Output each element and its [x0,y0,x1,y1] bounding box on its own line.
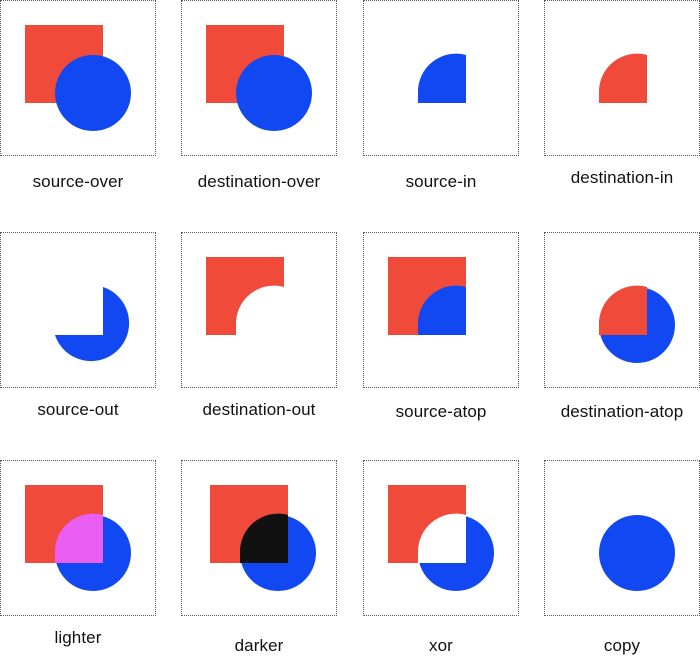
mode-label-source-over: source-over [32,172,124,191]
intersection-shape [598,53,647,103]
demo-frame-destination-atop [544,232,700,388]
demo-frame-destination-over [181,0,337,156]
demo-frame-copy [544,460,700,616]
demo-source-out [55,287,130,362]
circle-shape [236,55,312,131]
intersection-shape [417,285,466,335]
demo-frame-destination-out [181,232,337,388]
mode-cell-source-out: source-out [0,232,156,442]
mode-cell-destination-out: destination-out [181,232,337,442]
overlap-shape [239,513,288,563]
mode-cell-destination-over: destination-over [181,0,337,210]
circle-remainder-shape [55,287,130,362]
demo-destination-over [206,25,312,131]
demo-frame-lighter [0,460,156,616]
mode-label-destination-out: destination-out [202,400,316,419]
demo-destination-out [206,257,284,335]
mode-cell-source-in: source-in [363,0,519,210]
demo-frame-source-out [0,232,156,388]
intersection-shape [598,285,647,335]
demo-frame-source-in [363,0,519,156]
mode-label-xor: xor [429,636,453,655]
demo-lighter [25,485,131,591]
demo-copy [599,515,675,591]
mode-label-lighter: lighter [54,628,102,647]
demo-frame-source-over [0,0,156,156]
demo-frame-destination-in [544,0,700,156]
mode-label-destination-over: destination-over [197,172,321,191]
demo-destination-in [598,53,647,103]
intersection-shape [417,53,466,103]
mode-label-copy: copy [603,636,641,655]
mode-label-source-in: source-in [405,172,477,191]
demo-frame-darker [181,460,337,616]
demo-xor [388,485,494,591]
circle-shape [55,55,131,131]
mode-cell-darker: darker [181,460,337,670]
mode-cell-destination-atop: destination-atop [544,232,700,442]
mode-cell-source-over: source-over [0,0,156,210]
mode-cell-copy: copy [544,460,700,670]
mode-label-darker: darker [234,636,284,655]
mode-cell-source-atop: source-atop [363,232,519,442]
mode-label-destination-in: destination-in [570,168,674,187]
mode-cell-lighter: lighter [0,460,156,670]
demo-darker [210,485,316,591]
demo-frame-xor [363,460,519,616]
overlap-cutout-shape [417,513,466,563]
circle-shape [599,515,675,591]
demo-frame-source-atop [363,232,519,388]
mode-cell-destination-in: destination-in [544,0,700,210]
demo-source-atop [388,257,466,335]
mode-label-source-atop: source-atop [395,402,487,421]
overlap-shape [54,513,103,563]
demo-destination-atop [598,285,675,363]
mode-cell-xor: xor [363,460,519,670]
mode-label-source-out: source-out [37,400,119,419]
demo-source-over [25,25,131,131]
square-remainder-shape [206,257,284,335]
mode-label-destination-atop: destination-atop [560,402,684,421]
demo-source-in [417,53,466,103]
